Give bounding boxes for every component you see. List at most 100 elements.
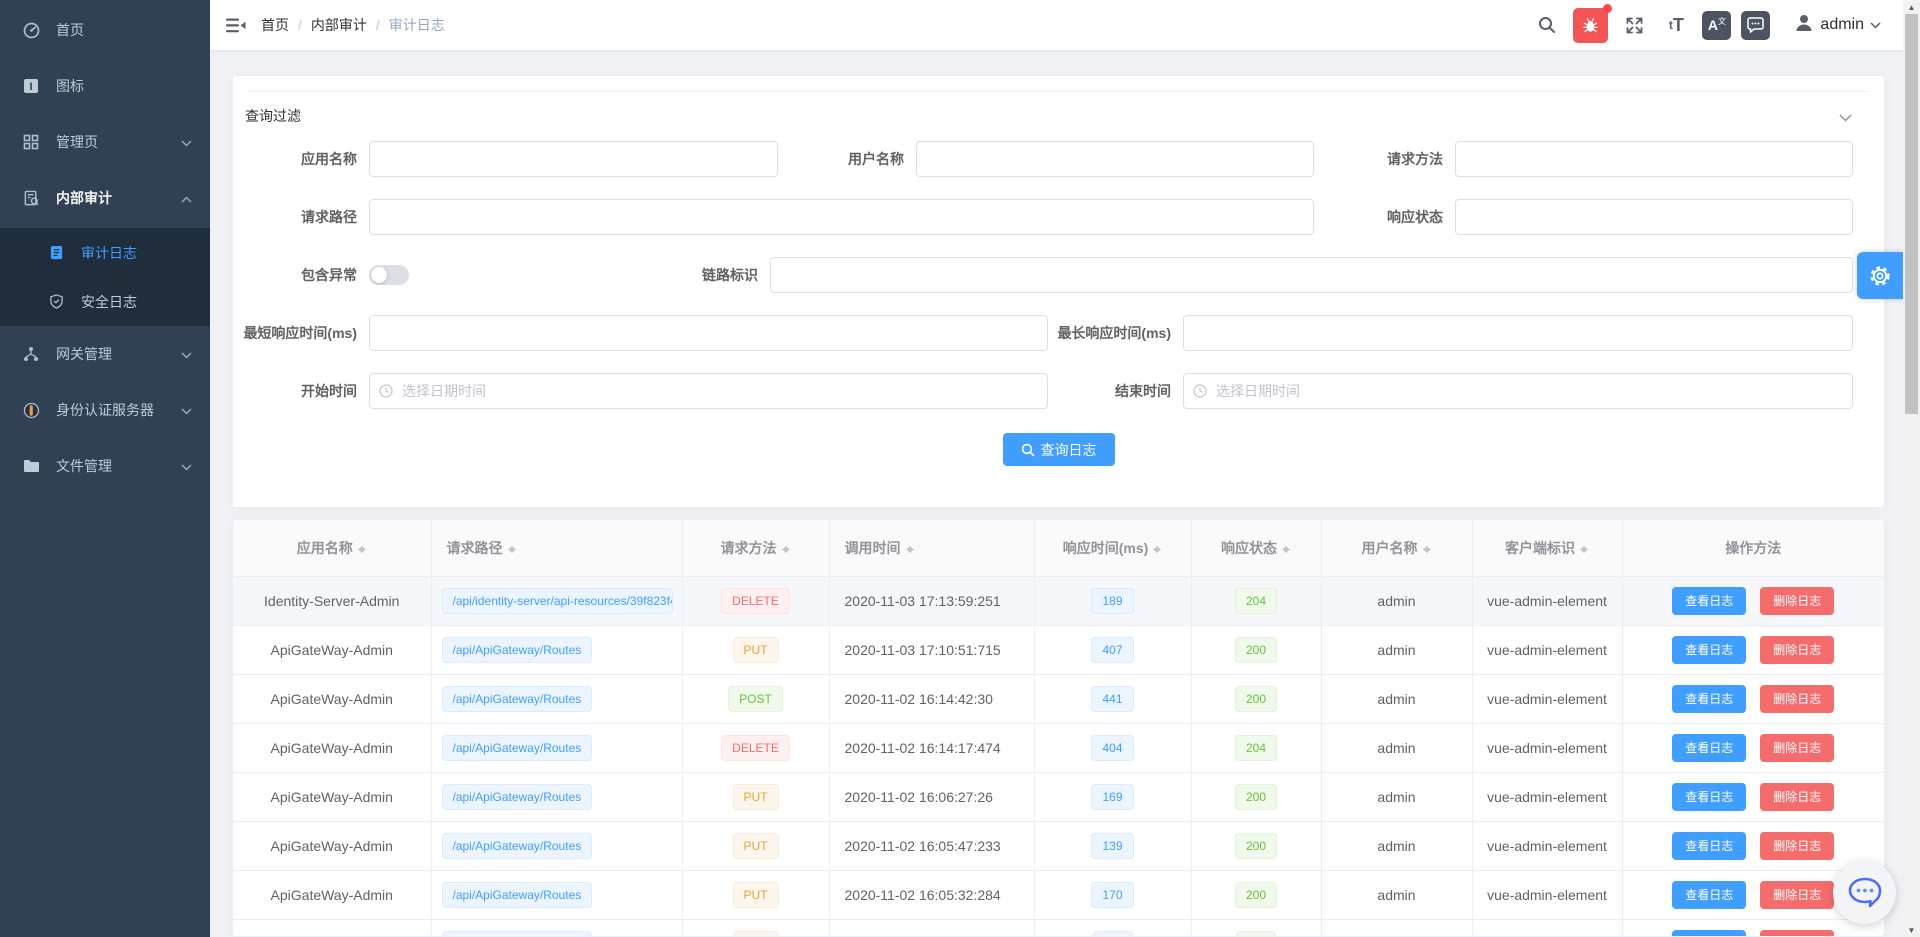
view-log-button[interactable]: 查看日志	[1672, 684, 1747, 713]
request-path-link[interactable]: /api/ApiGateway/Routes	[441, 930, 593, 936]
fullscreen-icon[interactable]	[1618, 8, 1650, 42]
view-log-button[interactable]: 查看日志	[1672, 782, 1747, 811]
sort-icon[interactable]	[1152, 542, 1162, 557]
sidebar-item-icons[interactable]: I 图标	[0, 58, 210, 114]
response-status-label: 响应状态	[1387, 209, 1443, 225]
response-time-tag	[1092, 930, 1133, 936]
app-name-input[interactable]	[369, 141, 778, 177]
cell-request-path: /api/ApiGateway/Routes	[431, 919, 683, 936]
delete-log-button[interactable]: 删除日志	[1760, 782, 1835, 811]
cell-app-name: ApiGateWay-Admin	[233, 674, 432, 724]
theme-settings-button[interactable]	[1857, 252, 1903, 299]
collapse-chevron-icon[interactable]	[1839, 109, 1852, 127]
translate-sub-label: 文	[1717, 16, 1726, 26]
start-time-input[interactable]	[369, 373, 1048, 409]
delete-log-button[interactable]: 删除日志	[1760, 684, 1835, 713]
col-header-request-method[interactable]: 请求方法	[682, 520, 830, 577]
sort-icon[interactable]	[357, 542, 367, 557]
delete-log-button[interactable]: 删除日志	[1760, 880, 1835, 909]
cell-response-time: 189	[1034, 576, 1192, 626]
cell-response-time: 169	[1034, 772, 1192, 822]
cell-request-path: /api/ApiGateway/Routes	[431, 674, 683, 724]
scrollbar-thumb[interactable]	[1905, 14, 1918, 414]
sidebar-item-gateway[interactable]: 网关管理	[0, 326, 210, 382]
user-menu[interactable]: admin	[1794, 13, 1881, 38]
method-tag: DELETE	[721, 734, 790, 761]
cell-call-time: 2020-11-02 16:06:27:26	[829, 772, 1035, 822]
request-path-link[interactable]: /api/ApiGateway/Routes	[441, 734, 593, 761]
col-header-response-time[interactable]: 响应时间(ms)	[1034, 520, 1192, 577]
has-exception-toggle[interactable]	[369, 265, 409, 285]
cell-request-path: /api/ApiGateway/Routes	[431, 772, 683, 822]
sidebar-item-label: 安全日志	[81, 293, 137, 310]
chevron-down-icon	[181, 402, 192, 418]
vertical-scrollbar[interactable]: ▲ ▼	[1903, 0, 1920, 937]
sidebar-item-internal-audit[interactable]: 内部审计	[0, 170, 210, 226]
max-elapsed-input[interactable]	[1183, 315, 1853, 351]
col-header-user-name[interactable]: 用户名称	[1321, 520, 1473, 577]
col-header-client-id[interactable]: 客户端标识	[1472, 520, 1623, 577]
delete-log-button[interactable]: 删除日志	[1760, 733, 1835, 762]
col-header-call-time[interactable]: 调用时间	[829, 520, 1035, 577]
delete-log-button[interactable]: 删除日志	[1760, 635, 1835, 664]
request-path-link[interactable]: /api/ApiGateway/Routes	[441, 685, 593, 712]
sort-icon[interactable]	[1579, 542, 1589, 557]
col-header-response-status[interactable]: 响应状态	[1191, 520, 1322, 577]
sort-icon[interactable]	[507, 542, 517, 557]
view-log-button[interactable]: 查看日志	[1672, 635, 1747, 664]
filter-collapse-header[interactable]: 查询过滤	[245, 108, 301, 124]
trace-id-input[interactable]	[770, 257, 1853, 293]
response-status-input[interactable]	[1455, 199, 1853, 235]
end-time-input[interactable]	[1183, 373, 1853, 409]
sidebar-item-file-management[interactable]: 文件管理	[0, 438, 210, 494]
view-log-button[interactable]: 查看日志	[1672, 880, 1747, 909]
view-log-button[interactable]: 查看日志	[1672, 831, 1747, 860]
min-elapsed-input[interactable]	[369, 315, 1048, 351]
col-header-request-path[interactable]: 请求路径	[431, 520, 683, 577]
sidebar-item-home[interactable]: 首页	[0, 2, 210, 58]
view-log-button[interactable]: 查看日志	[1672, 929, 1747, 936]
sidebar-item-label: 内部审计	[56, 190, 112, 206]
scroll-up-arrow[interactable]: ▲	[1907, 2, 1916, 12]
view-log-button[interactable]: 查看日志	[1672, 733, 1747, 762]
sort-icon[interactable]	[1422, 542, 1432, 557]
delete-log-button[interactable]: 删除日志	[1760, 929, 1835, 936]
cell-user-name: admin	[1321, 625, 1473, 675]
sort-icon[interactable]	[1281, 542, 1291, 557]
request-path-input[interactable]	[369, 199, 1314, 235]
delete-log-button[interactable]: 删除日志	[1760, 831, 1835, 860]
request-path-link[interactable]: /api/ApiGateway/Routes	[441, 881, 593, 908]
avatar-icon	[1794, 13, 1814, 38]
delete-log-button[interactable]: 删除日志	[1760, 586, 1835, 615]
breadcrumb-internal-audit[interactable]: 内部审计	[310, 17, 367, 33]
request-method-input[interactable]	[1455, 141, 1853, 177]
request-path-link[interactable]: /api/identity-server/api-resources/39f82…	[441, 587, 673, 614]
hamburger-icon[interactable]	[210, 0, 261, 50]
query-logs-button[interactable]: 查询日志	[1002, 433, 1115, 466]
sidebar: 首页 I 图标 管理页 内部审计 审计日志 安全日志	[0, 0, 210, 937]
request-path-link[interactable]: /api/ApiGateway/Routes	[441, 832, 593, 859]
method-tag: PUT	[732, 930, 779, 936]
view-log-button[interactable]: 查看日志	[1672, 586, 1747, 615]
message-icon[interactable]	[1741, 10, 1771, 40]
sidebar-item-audit-log[interactable]: 审计日志	[0, 228, 210, 277]
scroll-down-arrow[interactable]: ▼	[1907, 925, 1916, 935]
app-name-label: 应用名称	[301, 151, 357, 167]
error-log-bug-button[interactable]	[1573, 3, 1613, 43]
sidebar-item-identity-server[interactable]: 身份认证服务器	[0, 382, 210, 438]
status-tag: 200	[1234, 783, 1278, 810]
user-name-input[interactable]	[916, 141, 1314, 177]
request-path-link[interactable]: /api/ApiGateway/Routes	[441, 783, 593, 810]
breadcrumb-home[interactable]: 首页	[261, 17, 289, 33]
sort-icon[interactable]	[781, 542, 791, 557]
sidebar-item-security-log[interactable]: 安全日志	[0, 277, 210, 326]
col-header-app-name[interactable]: 应用名称	[233, 520, 432, 577]
sort-icon[interactable]	[905, 542, 915, 557]
table-row: ApiGateWay-Admin /api/ApiGateway/Routes …	[233, 723, 1884, 773]
search-icon[interactable]	[1531, 8, 1563, 42]
request-path-link[interactable]: /api/ApiGateway/Routes	[441, 636, 593, 663]
chat-widget-button[interactable]	[1833, 861, 1896, 924]
sidebar-item-admin-pages[interactable]: 管理页	[0, 114, 210, 170]
